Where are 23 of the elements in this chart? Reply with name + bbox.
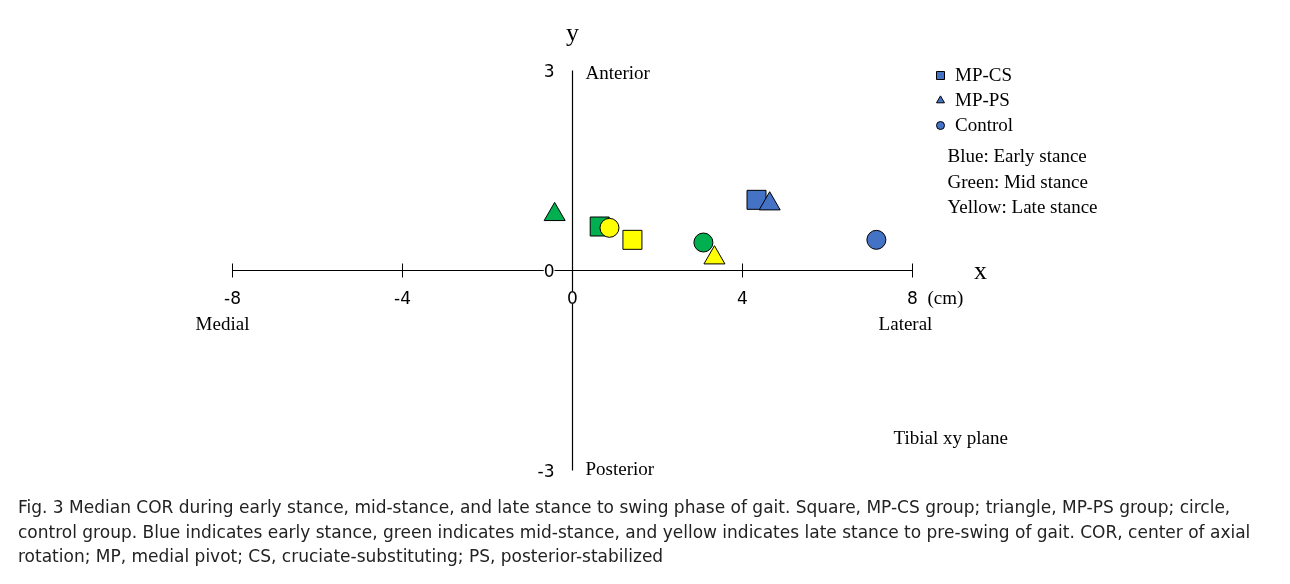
annotation: Medial [195, 313, 250, 334]
x-axis-title: x [974, 256, 987, 285]
x-tick-label: 8 [907, 288, 918, 308]
annotation: Anterior [585, 62, 651, 83]
text: Yellow: Late stance [947, 196, 1098, 217]
y-tick-label: 0 [543, 261, 555, 281]
legend-label: MP-CS [955, 64, 1013, 86]
annotation: Lateral [878, 313, 933, 334]
y-axis-title: y [566, 18, 579, 47]
caption: Fig. 3 Median COR during early stance, mid-stance, and late stance to swing phase of gait. Square, MP-CS group; triangle, MP-PS group; circle, control group. Blue indicates early stance, green indicates mid-stance, and yellow indicates late stance to pre-swing of gait. COR, center of axial rotation; MP, medial pivot; CS, cruciate-substituting; PS, posterior-stabilized [18, 496, 1252, 569]
text: (cm) [927, 287, 964, 309]
legend-label: MP-PS [955, 89, 1010, 111]
x-tick-label: 4 [737, 288, 748, 308]
y-tick-label: -3 [537, 461, 555, 481]
x-tick-label: 0 [567, 288, 578, 308]
legend-label: Control [955, 114, 1014, 136]
annotation: Tibial xy plane [893, 427, 1008, 448]
x-tick-label: -8 [224, 288, 241, 308]
annotation: Posterior [585, 458, 655, 479]
text: Green: Mid stance [947, 171, 1088, 192]
x-tick-label: -4 [394, 288, 411, 308]
text: Blue: Early stance [947, 145, 1087, 166]
y-tick-label: 3 [543, 61, 555, 81]
